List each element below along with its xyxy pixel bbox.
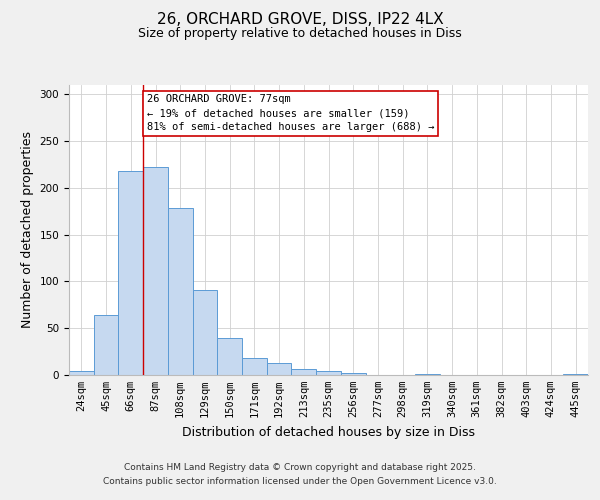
Bar [415,374,440,375]
Text: Contains public sector information licensed under the Open Government Licence v3: Contains public sector information licen… [103,478,497,486]
Text: 26, ORCHARD GROVE, DISS, IP22 4LX: 26, ORCHARD GROVE, DISS, IP22 4LX [157,12,443,28]
Bar [168,208,193,375]
X-axis label: Distribution of detached houses by size in Diss: Distribution of detached houses by size … [182,426,475,438]
Bar [118,171,143,375]
Bar [563,374,588,375]
Bar [341,373,365,375]
Bar [316,372,341,375]
Bar [143,168,168,375]
Text: Size of property relative to detached houses in Diss: Size of property relative to detached ho… [138,28,462,40]
Bar [267,363,292,375]
Text: Contains HM Land Registry data © Crown copyright and database right 2025.: Contains HM Land Registry data © Crown c… [124,462,476,471]
Bar [292,370,316,375]
Bar [193,290,217,375]
Bar [242,358,267,375]
Text: 26 ORCHARD GROVE: 77sqm
← 19% of detached houses are smaller (159)
81% of semi-d: 26 ORCHARD GROVE: 77sqm ← 19% of detache… [147,94,434,132]
Y-axis label: Number of detached properties: Number of detached properties [21,132,34,328]
Bar [217,338,242,375]
Bar [69,372,94,375]
Bar [94,315,118,375]
